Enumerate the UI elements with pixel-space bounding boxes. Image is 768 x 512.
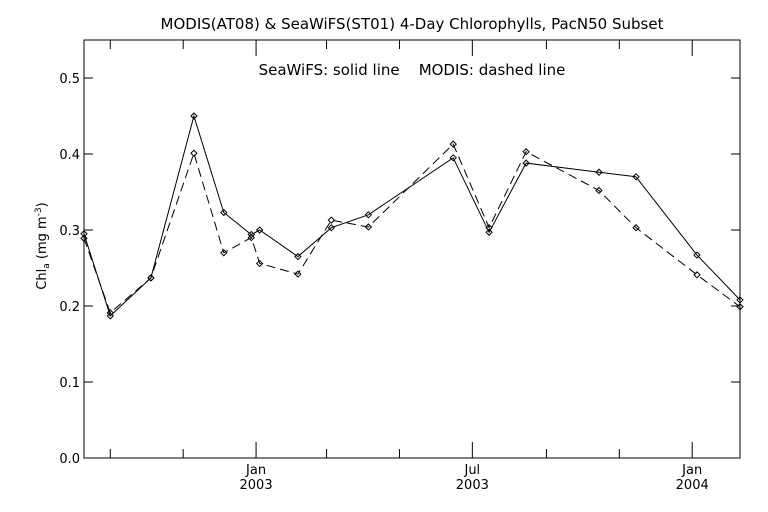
modis-point: [80, 234, 88, 243]
modis-point: [190, 149, 198, 157]
modis-point: [364, 223, 373, 231]
modis-point: [255, 259, 264, 268]
x-tick-label: Jan: [681, 463, 702, 478]
seawifs-line: [83, 114, 741, 317]
seawifs-point: [220, 208, 228, 217]
y-axis-label-main: Chl: [35, 269, 50, 290]
y-axis-label-unit: (mg m: [35, 216, 50, 263]
seawifs-point: [736, 296, 744, 304]
modis-point: [220, 249, 228, 257]
seawifs-point: [106, 312, 114, 320]
seawifs-point: [190, 112, 198, 120]
modis-point: [522, 148, 530, 156]
seawifs-point: [449, 154, 457, 162]
modis-point: [106, 309, 114, 317]
modis-point: [693, 271, 701, 279]
y-axis-label-unit-close: ): [35, 202, 50, 207]
x-tick-label: Jan: [245, 463, 266, 478]
y-axis-label-subscript: a: [42, 263, 52, 269]
seawifs-point: [364, 211, 373, 219]
modis-point: [147, 274, 155, 282]
seawifs-point: [255, 226, 264, 234]
modis-point: [485, 224, 493, 232]
chart-title: MODIS(AT08) & SeaWiFS(ST01) 4-Day Chloro…: [161, 15, 664, 33]
y-tick-label: 0.0: [59, 452, 80, 467]
y-tick-label: 0.5: [59, 72, 80, 87]
seawifs-point: [522, 159, 530, 167]
y-tick-label: 0.4: [59, 148, 80, 163]
modis-point: [327, 216, 336, 224]
y-axis-label: Chla (mg m-3): [34, 202, 52, 289]
y-tick-label: 0.1: [59, 376, 80, 391]
x-tick-label: Jul: [463, 463, 480, 478]
seawifs-point: [595, 168, 603, 176]
seawifs-point: [485, 228, 493, 236]
x-tick-year-label: 2004: [676, 478, 709, 493]
seawifs-point: [80, 230, 88, 238]
modis-point: [247, 233, 255, 242]
chart-annotation: SeaWiFS: solid line MODIS: dashed line: [259, 61, 566, 79]
modis-point: [449, 140, 457, 148]
modis-point: [294, 270, 302, 278]
y-tick-label: 0.2: [59, 300, 80, 315]
plot-frame: [83, 39, 741, 459]
seawifs-point: [294, 252, 302, 261]
seawifs-point: [632, 173, 640, 181]
seawifs-point: [327, 224, 336, 232]
x-tick-year-label: 2003: [240, 478, 273, 493]
modis-point: [632, 224, 640, 232]
modis-point: [736, 303, 744, 311]
modis-line: [83, 143, 741, 314]
y-tick-label: 0.3: [59, 224, 80, 239]
series-layer: [80, 112, 744, 320]
modis-point: [595, 186, 603, 195]
x-tick-year-label: 2003: [456, 478, 489, 493]
y-axis-label-superscript: -3: [34, 207, 44, 216]
seawifs-point: [693, 251, 701, 259]
